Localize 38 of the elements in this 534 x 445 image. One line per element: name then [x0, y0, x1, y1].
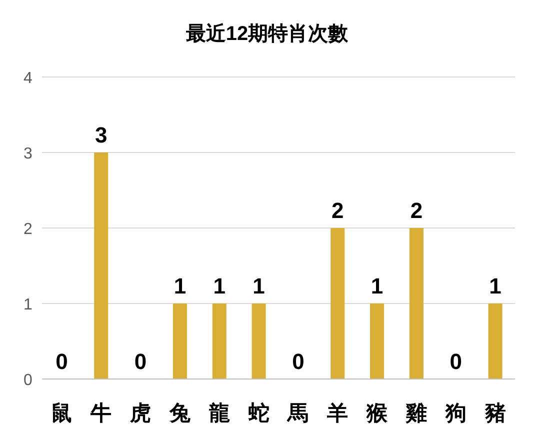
bar — [330, 228, 345, 379]
bar — [172, 304, 187, 379]
x-tick-label: 兔 — [168, 402, 192, 425]
data-label: 2 — [410, 198, 423, 223]
bar — [370, 304, 384, 379]
x-tick-label: 狗 — [444, 402, 466, 425]
y-tick-label: 4 — [24, 70, 33, 87]
y-tick-label: 0 — [24, 372, 33, 389]
x-tick-label: 蛇 — [247, 402, 270, 425]
x-tick-label: 牛 — [90, 402, 112, 425]
data-label: 1 — [489, 274, 502, 298]
data-label: 0 — [450, 349, 462, 374]
bar — [488, 304, 502, 379]
data-label: 0 — [134, 349, 147, 374]
data-label: 1 — [174, 274, 186, 298]
bar — [94, 152, 108, 379]
y-tick-label: 3 — [24, 146, 33, 162]
y-tick-label: 1 — [24, 296, 33, 314]
x-tick-label: 龍 — [208, 402, 230, 425]
bar — [252, 304, 266, 379]
x-tick-label: 鼠 — [51, 402, 72, 425]
data-label: 1 — [370, 274, 384, 298]
x-tick-label: 雞 — [404, 402, 427, 425]
x-tick-label: 羊 — [326, 402, 348, 425]
chart-title: 最近12期特肖次數 — [184, 22, 350, 45]
data-label: 0 — [292, 349, 304, 374]
data-label: 1 — [213, 274, 226, 298]
bar — [409, 228, 424, 379]
x-tick-label: 馬 — [286, 402, 309, 425]
data-label: 3 — [95, 122, 108, 148]
data-label: 0 — [56, 349, 68, 374]
x-tick-label: 虎 — [129, 402, 152, 425]
data-label: 1 — [252, 274, 265, 298]
bar — [212, 304, 226, 379]
data-label: 2 — [332, 198, 344, 223]
x-tick-label: 豬 — [484, 402, 506, 425]
y-tick-label: 2 — [24, 221, 33, 238]
x-tick-label: 猴 — [366, 402, 389, 425]
